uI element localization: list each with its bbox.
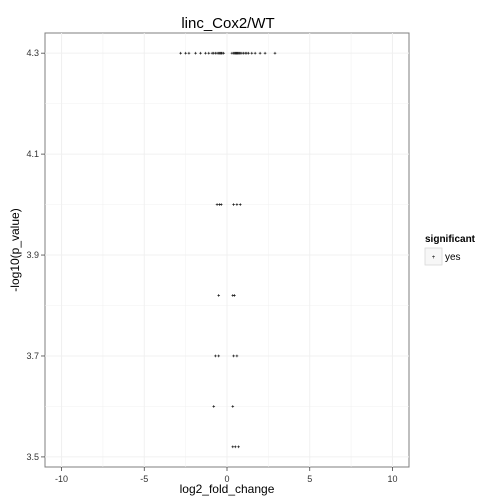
- data-point: [222, 51, 225, 55]
- data-point: [231, 405, 235, 408]
- x-tick-label: -10: [55, 474, 68, 484]
- data-point: [232, 203, 235, 206]
- x-axis: -10 -5 0 5 10: [55, 467, 397, 484]
- data-point: [263, 51, 267, 55]
- data-point: [207, 51, 211, 55]
- data-points: [179, 51, 277, 449]
- data-point: [235, 354, 239, 358]
- x-tick-label: -5: [140, 474, 148, 484]
- data-point: [219, 203, 223, 206]
- data-point: [237, 445, 240, 449]
- data-point: [232, 354, 235, 358]
- legend-key-symbol: +: [432, 255, 436, 261]
- data-point: [215, 203, 219, 206]
- data-point: [258, 51, 262, 55]
- data-point: [273, 51, 277, 55]
- y-tick-label: 3.5: [26, 452, 39, 462]
- data-point: [233, 445, 237, 449]
- data-point: [235, 203, 239, 206]
- chart-title: linc_Cox2/WT: [181, 15, 274, 32]
- legend-label-yes: yes: [445, 252, 461, 263]
- y-axis: 3.5 3.7 3.9 4.1 4.3: [26, 48, 45, 462]
- data-point: [184, 51, 187, 55]
- x-axis-label: log2_fold_change: [180, 482, 275, 496]
- data-point: [204, 51, 207, 55]
- y-tick-label: 3.7: [26, 351, 39, 361]
- data-point: [233, 294, 236, 297]
- data-point: [179, 51, 182, 55]
- y-tick-label: 3.9: [26, 250, 39, 260]
- data-point: [199, 51, 202, 55]
- data-point: [247, 51, 250, 55]
- data-point: [194, 51, 197, 55]
- x-tick-label: 0: [224, 474, 229, 484]
- legend: significant + yes: [424, 234, 476, 266]
- y-tick-label: 4.1: [26, 149, 39, 159]
- data-point: [214, 354, 217, 358]
- data-point: [187, 51, 191, 55]
- data-point: [212, 405, 216, 408]
- y-axis-label: -log10(p_value): [8, 208, 22, 291]
- x-tick-label: 10: [387, 474, 397, 484]
- legend-key-box: [424, 247, 443, 266]
- grid-lines: [45, 33, 409, 467]
- y-tick-label: 4.3: [26, 48, 39, 58]
- data-point: [231, 445, 235, 449]
- data-point: [250, 51, 254, 55]
- x-tick-label: 5: [307, 474, 312, 484]
- legend-title: significant: [425, 234, 476, 245]
- data-point: [217, 354, 221, 358]
- data-point: [253, 51, 257, 55]
- data-point: [238, 203, 242, 206]
- data-point: [217, 294, 221, 297]
